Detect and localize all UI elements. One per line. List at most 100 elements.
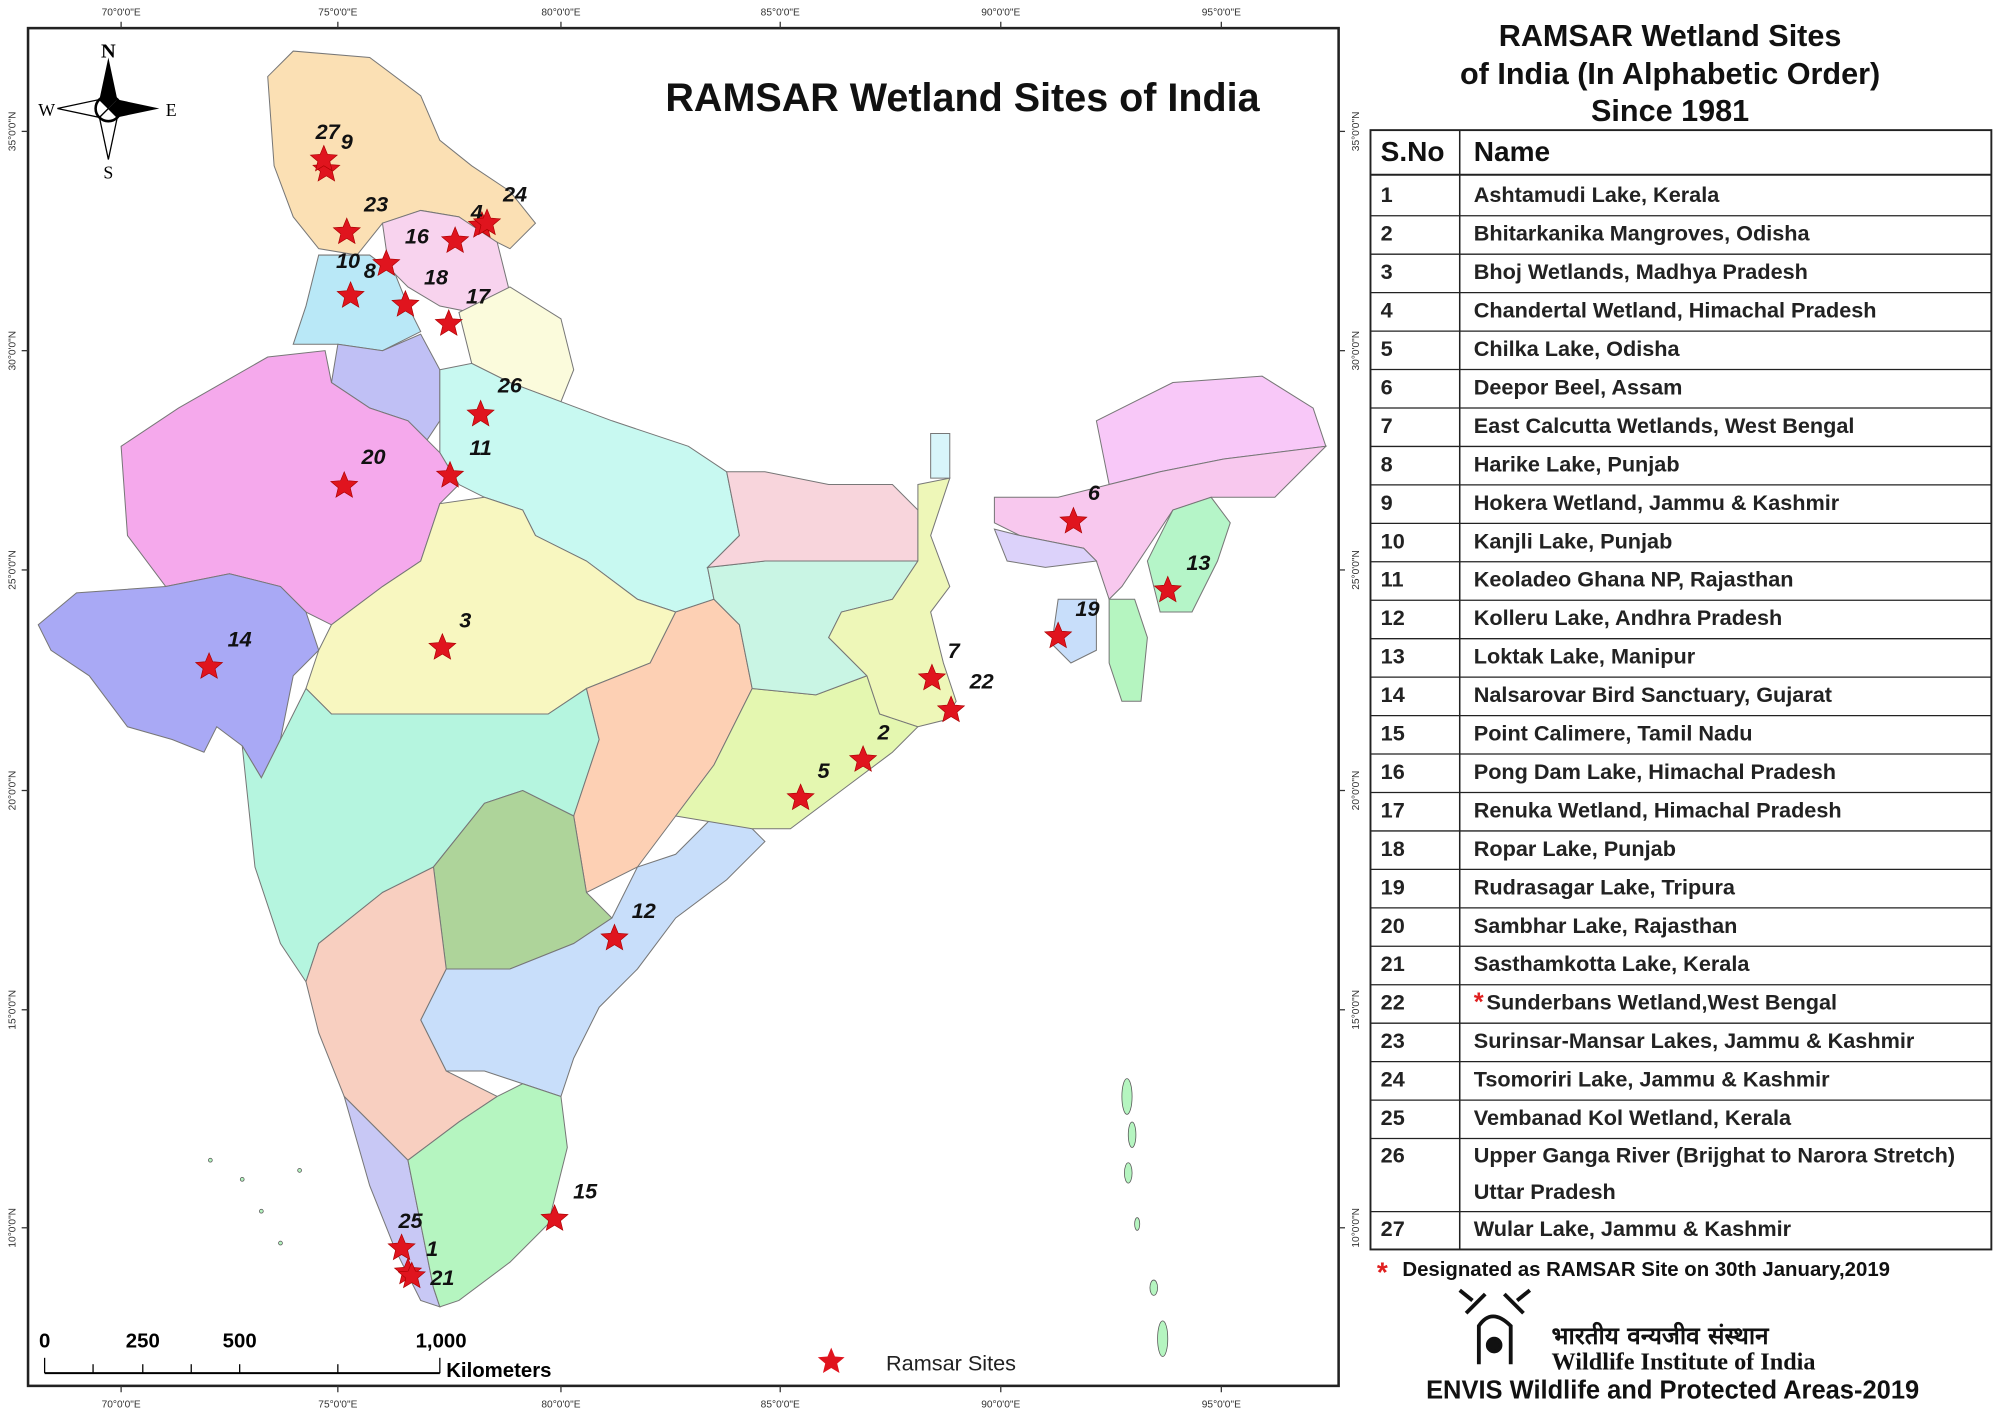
table-cell-name: Renuka Wetland, Himachal Pradesh — [1474, 797, 1842, 822]
table-cell-name: Sambhar Lake, Rajasthan — [1474, 913, 1738, 938]
state — [1108, 598, 1148, 702]
site-number: 24 — [502, 182, 527, 207]
table-cell-name: Kanjli Lake, Punjab — [1474, 528, 1673, 553]
table-cell-number: 20 — [1381, 913, 1405, 938]
credit: ENVIS Wildlife and Protected Areas-2019 — [1426, 1377, 1919, 1405]
scale-label: 1,000 — [416, 1331, 467, 1353]
compass: N S E W — [38, 40, 176, 182]
table-cell-name: Keoladeo Ghana NP, Rajasthan — [1474, 567, 1794, 592]
islands — [208, 1078, 1169, 1357]
site-number: 26 — [497, 373, 523, 398]
ramsar-site-marker — [435, 460, 465, 488]
compass-label: S — [103, 163, 113, 183]
table-cell-name: East Calcutta Wetlands, West Bengal — [1474, 413, 1855, 438]
table-cell-name: Chilka Lake, Odisha — [1474, 336, 1681, 361]
map-title: RAMSAR Wetland Sites of India — [665, 76, 1260, 120]
latitude-label: 25°0'0"N — [1351, 550, 1362, 590]
table-cell-number: 22 — [1381, 990, 1405, 1015]
table-cell-name: Harike Lake, Punjab — [1474, 451, 1680, 476]
longitude-label: 70°0'0"E — [102, 1400, 141, 1411]
table-cell-number: 12 — [1381, 605, 1405, 630]
ramsar-site-marker — [540, 1204, 569, 1231]
table-cell-number: 24 — [1381, 1067, 1405, 1092]
table-cell-number: 8 — [1381, 451, 1393, 476]
ramsar-site-marker — [786, 783, 815, 811]
designation-asterisk: * — [1474, 988, 1484, 1016]
table-cell-name: Pong Dam Lake, Himachal Pradesh — [1474, 759, 1836, 784]
ramsar-site-marker — [434, 309, 463, 336]
latitude-label: 15°0'0"N — [1351, 990, 1362, 1030]
site-number: 20 — [360, 444, 385, 469]
site-number: 18 — [424, 264, 449, 289]
site-number: 19 — [1075, 596, 1099, 621]
state — [993, 528, 1098, 568]
ramsar-site-marker — [387, 1233, 416, 1261]
table-cell-name: Hokera Wetland, Jammu & Kashmir — [1474, 490, 1840, 515]
ramsar-site-marker — [309, 144, 339, 172]
table-cell-name: Point Calimere, Tamil Nadu — [1474, 721, 1753, 746]
table-cell-name: Ashtamudi Lake, Kerala — [1474, 182, 1720, 207]
table-cell-number: 27 — [1381, 1216, 1405, 1241]
site-number: 27 — [315, 119, 341, 144]
site-number: 11 — [469, 435, 491, 460]
table-cell-number: 10 — [1381, 528, 1405, 553]
longitude-label: 95°0'0"E — [1202, 1400, 1241, 1411]
table-cell-number: 16 — [1381, 759, 1405, 784]
ramsar-site-marker — [466, 399, 495, 427]
ramsar-site-marker — [428, 632, 457, 660]
scale-label: 250 — [126, 1331, 160, 1353]
ramsar-site-marker — [330, 470, 359, 498]
table-cell-number: 2 — [1381, 221, 1393, 246]
state — [930, 433, 951, 479]
table-cell-name: Bhoj Wetlands, Madhya Pradesh — [1474, 259, 1808, 284]
ramsar-site-marker — [1153, 575, 1182, 603]
latitude-label: 10°0'0"N — [7, 1208, 18, 1248]
ramsar-site-marker — [472, 208, 502, 236]
table-cell-name: Sunderbans Wetland,West Bengal — [1487, 990, 1838, 1015]
site-number: 14 — [228, 626, 252, 651]
site-number: 2 — [876, 720, 889, 745]
table-cell-number: 23 — [1381, 1028, 1405, 1053]
longitude-label: 75°0'0"E — [318, 7, 357, 18]
table-cell-name: Rudrasagar Lake, Tripura — [1474, 874, 1736, 899]
ramsar-site-marker — [600, 923, 629, 951]
ramsar-site-marker — [336, 280, 365, 308]
legend-label: Ramsar Sites — [886, 1351, 1016, 1376]
site-number: 23 — [363, 192, 388, 217]
longitude-label: 85°0'0"E — [761, 1400, 800, 1411]
table-cell-number: 13 — [1381, 644, 1405, 669]
site-number: 22 — [969, 669, 994, 694]
site-number: 1 — [426, 1236, 438, 1261]
latitude-label: 25°0'0"N — [7, 550, 18, 590]
ramsar-site-marker — [391, 289, 420, 317]
table-cell-name: Sasthamkotta Lake, Kerala — [1474, 951, 1751, 976]
latitude-label: 30°0'0"N — [1351, 331, 1362, 371]
logo — [1458, 1288, 1532, 1365]
scale-bar: 0 250 500 1,000 Kilometers — [39, 1331, 552, 1382]
table-header: Name — [1474, 136, 1550, 167]
table-cell-name: Uttar Pradesh — [1474, 1179, 1616, 1204]
panel-title: of India (In Alphabetic Order) — [1460, 57, 1880, 91]
panel-title: RAMSAR Wetland Sites — [1499, 19, 1842, 53]
table-cell-name: Kolleru Lake, Andhra Pradesh — [1474, 605, 1783, 630]
site-number: 25 — [397, 1208, 423, 1233]
longitude-label: 75°0'0"E — [318, 1400, 357, 1411]
scale-unit: Kilometers — [446, 1360, 551, 1382]
site-number: 10 — [336, 248, 360, 273]
table-cell-name: Ropar Lake, Punjab — [1474, 836, 1676, 861]
site-number: 21 — [429, 1265, 454, 1290]
latitude-label: 15°0'0"N — [7, 990, 18, 1030]
footnote-asterisk: * — [1377, 1256, 1388, 1287]
site-number: 7 — [948, 638, 961, 663]
ramsar-site-marker — [1043, 621, 1073, 649]
compass-label: N — [101, 40, 116, 62]
table-cell-number: 17 — [1381, 797, 1405, 822]
table-cell-name: Nalsarovar Bird Sanctuary, Gujarat — [1474, 682, 1832, 707]
state — [420, 815, 766, 1098]
scale-label: 500 — [223, 1331, 257, 1353]
table-cell-name: Upper Ganga River (Brijghat to Narora St… — [1474, 1143, 1955, 1168]
table-header: S.No — [1381, 136, 1445, 167]
table-frame — [1369, 129, 1993, 1251]
state — [706, 471, 919, 569]
